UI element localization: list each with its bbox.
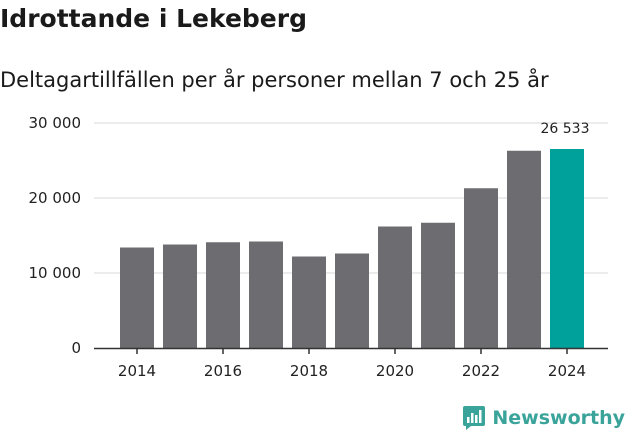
newsworthy-logo-icon [463, 406, 486, 430]
bar-2022 [464, 188, 498, 348]
bars [120, 149, 584, 348]
bar-2021 [421, 222, 455, 348]
labels: 0 10 000 20 000 30 000 2014 2016 2018 2020 2022 2… [29, 114, 590, 380]
y-tick-label: 30 000 [29, 114, 82, 132]
bar-highlight-2024 [550, 149, 584, 348]
y-tick-label: 10 000 [29, 264, 82, 282]
x-tick-label: 2016 [204, 362, 242, 380]
x-tick-label: 2020 [376, 362, 414, 380]
y-tick-label: 0 [71, 339, 81, 357]
newsworthy-brand[interactable]: Newsworthy [462, 405, 625, 431]
axes [94, 347, 608, 354]
bar-2014 [120, 247, 154, 348]
x-tick-label: 2022 [462, 362, 500, 380]
bar-2020 [378, 226, 412, 348]
x-tick-label: 2024 [548, 362, 586, 380]
data-label-highlight: 26 533 [541, 121, 590, 137]
bar-2018 [292, 256, 326, 348]
bar-2023 [507, 150, 541, 348]
x-tick-label: 2014 [118, 362, 156, 380]
x-tick-label: 2018 [290, 362, 328, 380]
bar-2016 [206, 242, 240, 348]
chart-subtitle: Deltagartillfällen per år personer mella… [0, 68, 549, 92]
chart-title: Idrottande i Lekeberg [0, 4, 307, 33]
brand-name: Newsworthy [492, 407, 625, 429]
y-tick-label: 20 000 [29, 189, 82, 207]
bar-2017 [249, 241, 283, 348]
bar-2019 [335, 253, 369, 348]
bar-2015 [163, 244, 197, 348]
